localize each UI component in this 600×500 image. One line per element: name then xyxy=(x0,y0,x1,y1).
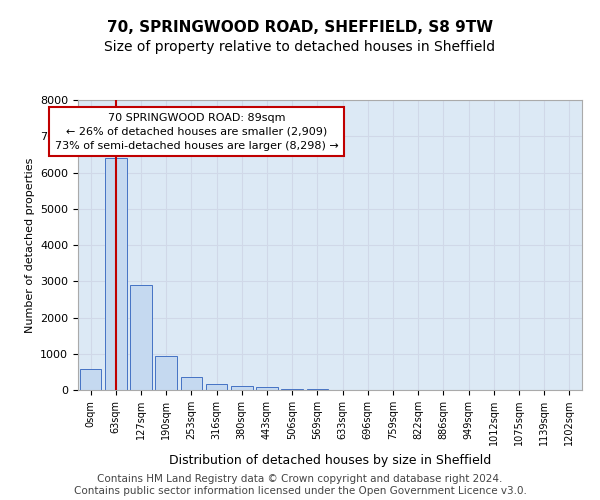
Bar xyxy=(281,389,303,390)
Text: Size of property relative to detached houses in Sheffield: Size of property relative to detached ho… xyxy=(104,40,496,54)
X-axis label: Distribution of detached houses by size in Sheffield: Distribution of detached houses by size … xyxy=(169,454,491,466)
Bar xyxy=(130,285,152,390)
Bar xyxy=(181,377,202,390)
Text: 70 SPRINGWOOD ROAD: 89sqm
← 26% of detached houses are smaller (2,909)
73% of se: 70 SPRINGWOOD ROAD: 89sqm ← 26% of detac… xyxy=(55,112,338,150)
Bar xyxy=(231,386,253,390)
Y-axis label: Number of detached properties: Number of detached properties xyxy=(25,158,35,332)
Bar xyxy=(80,369,101,390)
Text: Contains HM Land Registry data © Crown copyright and database right 2024.: Contains HM Land Registry data © Crown c… xyxy=(97,474,503,484)
Text: Contains public sector information licensed under the Open Government Licence v3: Contains public sector information licen… xyxy=(74,486,526,496)
Bar xyxy=(256,388,278,390)
Bar xyxy=(206,384,227,390)
Bar xyxy=(155,356,177,390)
Bar xyxy=(105,158,127,390)
Text: 70, SPRINGWOOD ROAD, SHEFFIELD, S8 9TW: 70, SPRINGWOOD ROAD, SHEFFIELD, S8 9TW xyxy=(107,20,493,35)
